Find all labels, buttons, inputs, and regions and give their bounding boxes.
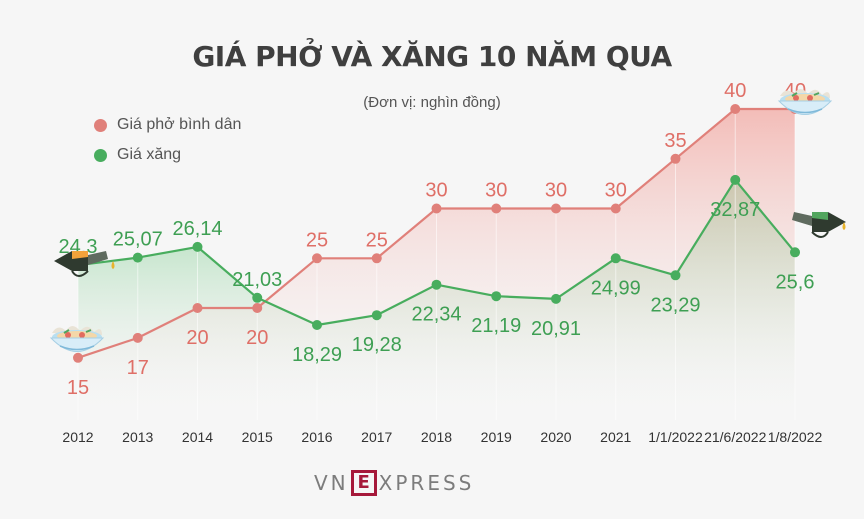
- data-label-pho: 20: [186, 327, 208, 349]
- data-point-pho: [132, 332, 143, 343]
- data-point-pho: [730, 104, 741, 114]
- data-label-pho: 25: [366, 229, 388, 251]
- legend-item-pho: Giá phở bình dân: [94, 116, 241, 134]
- x-tick-label: 2020: [540, 429, 571, 445]
- legend-swatch-xang: [94, 148, 107, 162]
- pho-bowl-icon: [49, 326, 105, 352]
- pho-bowl-icon: [777, 89, 833, 115]
- data-label-pho: 40: [724, 80, 746, 102]
- data-label-xang: 32,87: [710, 199, 760, 221]
- data-point-xang: [610, 253, 621, 264]
- data-point-xang: [790, 247, 800, 258]
- data-point-xang: [252, 292, 263, 303]
- data-label-pho: 30: [425, 180, 447, 202]
- data-point-pho: [252, 303, 263, 313]
- data-point-xang: [431, 279, 442, 290]
- data-label-xang: 18,29: [292, 344, 342, 366]
- chart-title: GIÁ PHỞ VÀ XĂNG 10 NĂM QUA: [192, 40, 672, 73]
- logo-box: E: [350, 470, 377, 496]
- x-tick-label: 2018: [421, 429, 452, 445]
- data-label-pho: 15: [67, 377, 89, 399]
- data-label-xang: 19,28: [352, 334, 402, 356]
- x-tick-label: 2015: [242, 429, 273, 445]
- data-label-xang: 23,29: [650, 294, 700, 316]
- data-label-pho: 30: [485, 180, 507, 202]
- legend-label-xang: Giá xăng: [117, 146, 182, 163]
- data-label-pho: 30: [605, 180, 627, 202]
- data-point-pho: [73, 352, 83, 363]
- data-label-xang: 24,99: [591, 277, 641, 299]
- data-point-xang: [132, 252, 143, 263]
- logo-text-right: XPRESS: [378, 471, 475, 495]
- x-tick-label: 1/8/2022: [768, 429, 823, 445]
- data-point-xang: [730, 174, 741, 185]
- x-tick-label: 2012: [62, 429, 93, 445]
- chart-subtitle: (Đơn vị: nghìn đồng): [363, 94, 501, 111]
- x-tick-label: 2017: [361, 429, 392, 445]
- legend-item-xang: Giá xăng: [94, 146, 181, 164]
- data-label-xang: 20,91: [531, 318, 581, 340]
- data-label-pho: 17: [127, 357, 149, 379]
- x-tick-label: 2016: [301, 429, 332, 445]
- data-point-xang: [670, 270, 681, 281]
- data-label-xang: 25,07: [113, 229, 163, 251]
- data-point-xang: [192, 241, 203, 252]
- data-point-xang: [371, 310, 382, 321]
- data-label-xang: 26,14: [172, 218, 222, 240]
- data-label-xang: 25,6: [776, 271, 815, 293]
- data-point-pho: [551, 203, 561, 214]
- fuel-nozzle-icon: [54, 251, 115, 277]
- data-label-pho: 20: [246, 327, 268, 349]
- data-label-pho: 35: [664, 130, 686, 152]
- data-label-pho: 30: [545, 180, 567, 202]
- data-label-xang: 21,19: [471, 315, 521, 337]
- data-point-pho: [670, 153, 681, 164]
- x-tick-label: 1/1/2022: [648, 429, 703, 445]
- x-tick-label: 2013: [122, 429, 153, 445]
- legend-label-pho: Giá phở bình dân: [117, 116, 242, 133]
- data-point-pho: [312, 253, 322, 264]
- data-label-xang: 21,03: [232, 269, 282, 291]
- data-point-pho: [610, 203, 621, 214]
- data-label-xang: 22,34: [411, 304, 461, 326]
- x-tick-label: 2021: [600, 429, 631, 445]
- data-point-xang: [551, 293, 561, 304]
- x-tick-label: 2014: [182, 429, 213, 445]
- x-tick-label: 2019: [481, 429, 512, 445]
- data-point-xang: [491, 291, 502, 302]
- data-label-pho: 25: [306, 229, 328, 251]
- x-tick-label: 21/6/2022: [704, 429, 766, 445]
- data-point-pho: [491, 203, 502, 214]
- data-point-pho: [371, 253, 382, 264]
- data-point-pho: [431, 203, 442, 214]
- legend-swatch-pho: [94, 118, 107, 132]
- data-point-xang: [312, 320, 322, 330]
- logo-text-left: VN: [314, 471, 349, 495]
- vnexpress-logo: VN E XPRESS: [314, 470, 474, 496]
- data-point-pho: [192, 303, 203, 313]
- fuel-nozzle-icon: [792, 212, 846, 238]
